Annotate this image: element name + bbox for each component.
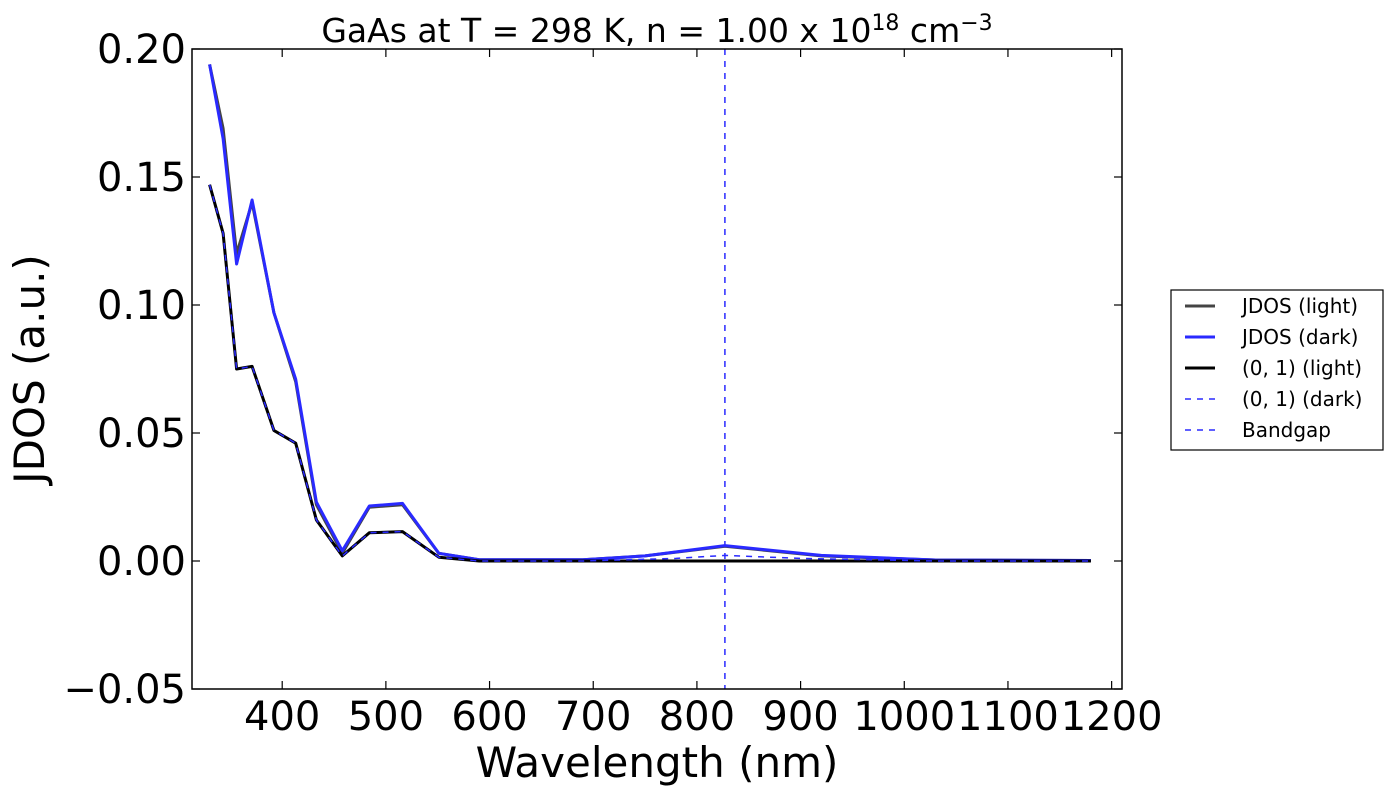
legend-box bbox=[1170, 289, 1384, 451]
x-tick-label: 600 bbox=[451, 694, 527, 740]
legend: JDOS (light) JDOS (dark) (0, 1) (light) (0,… bbox=[1170, 289, 1384, 451]
y-axis-label: JDOS (a.u.) bbox=[5, 254, 54, 487]
series-line-4 bbox=[208, 184, 1091, 562]
y-tick-label: 0.20 bbox=[97, 27, 186, 73]
x-tick-label: 1000 bbox=[853, 694, 955, 740]
x-tick-label: 1100 bbox=[957, 694, 1059, 740]
y-tick-label: 0.10 bbox=[97, 283, 186, 329]
legend-label: JDOS (light) bbox=[1240, 294, 1358, 318]
x-tick-label: 400 bbox=[244, 694, 320, 740]
chart-title: GaAs at T = 298 K, n = 1.00 x 1018 cm−3 bbox=[321, 11, 992, 50]
legend-label: (0, 1) (dark) bbox=[1242, 387, 1363, 411]
chart-title-superscript-2: −3 bbox=[960, 11, 992, 36]
y-tick-label: 0.00 bbox=[97, 539, 186, 585]
y-tick-label: 0.15 bbox=[97, 155, 186, 201]
legend-label: (0, 1) (light) bbox=[1242, 356, 1362, 380]
chart-title-unit: cm bbox=[899, 11, 960, 50]
y-tick-label: −0.05 bbox=[63, 667, 186, 713]
chart-title-main: GaAs at T = 298 K, n = 1.00 x 10 bbox=[321, 11, 871, 50]
plot-lines bbox=[208, 49, 1091, 689]
axis-ticks: 400 500 600 700 800 900 1000 1100 1200 −0.05 0.00 0… bbox=[63, 27, 1162, 740]
x-tick-label: 700 bbox=[555, 694, 631, 740]
x-tick-label: 900 bbox=[762, 694, 838, 740]
x-tick-label: 800 bbox=[659, 694, 735, 740]
series-line-3 bbox=[208, 184, 1091, 563]
chart-title-superscript-1: 18 bbox=[871, 11, 899, 36]
x-tick-label: 500 bbox=[348, 694, 424, 740]
y-tick-label: 0.05 bbox=[97, 411, 186, 457]
x-axis-label: Wavelength (nm) bbox=[476, 738, 839, 787]
legend-label: JDOS (dark) bbox=[1240, 325, 1358, 349]
plot-frame bbox=[191, 48, 1123, 690]
series-line-2 bbox=[208, 64, 1091, 562]
x-tick-label: 1200 bbox=[1061, 694, 1163, 740]
series-line-1 bbox=[208, 64, 1091, 562]
legend-label: Bandgap bbox=[1242, 418, 1331, 442]
